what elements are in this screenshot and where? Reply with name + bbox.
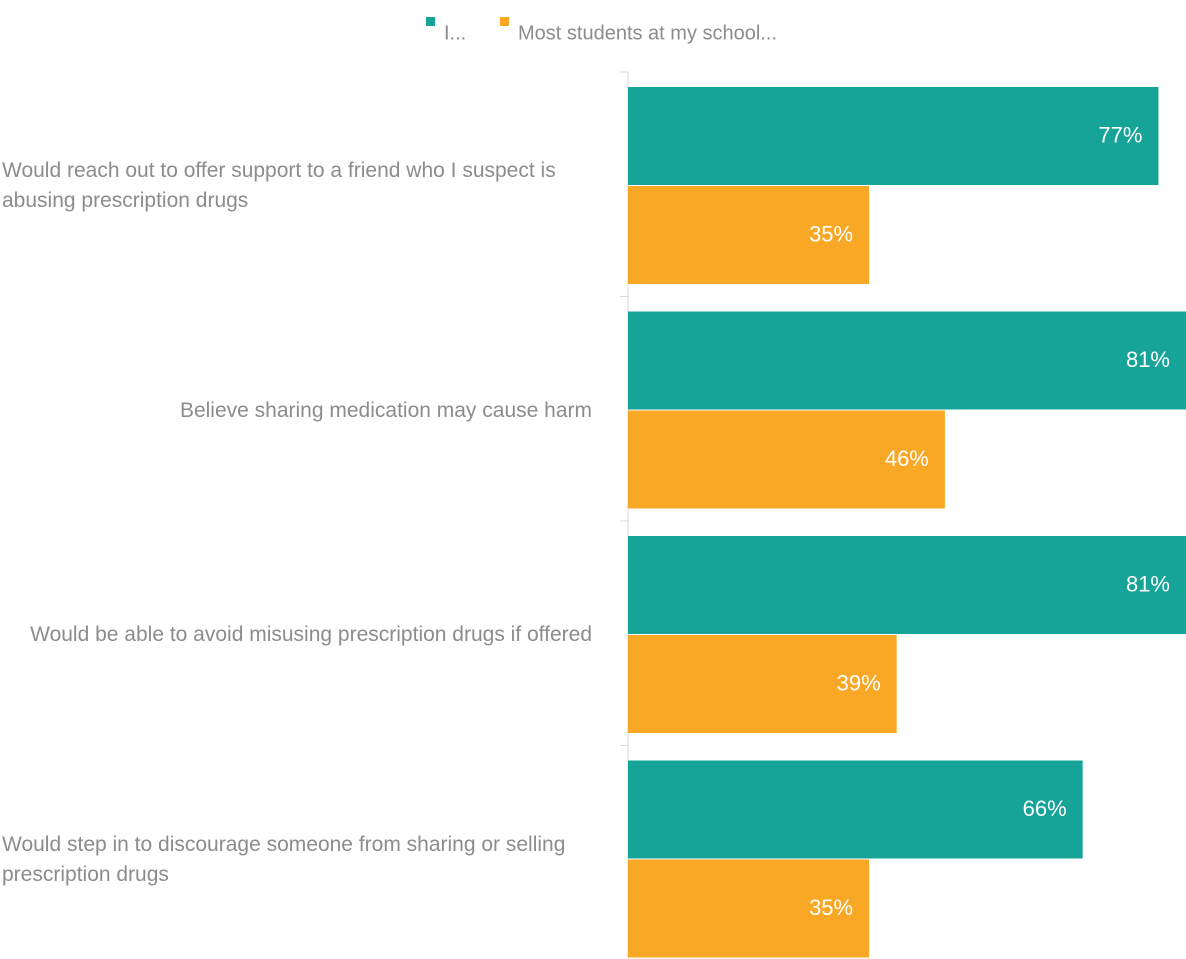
category-label: Would step in to discourage someone from… bbox=[2, 832, 566, 886]
bar bbox=[628, 87, 1159, 185]
bar bbox=[628, 311, 1186, 410]
bar bbox=[628, 536, 1186, 634]
bar bbox=[628, 760, 1083, 859]
legend-swatch bbox=[500, 17, 509, 26]
value-label: 81% bbox=[1126, 571, 1170, 596]
value-label: 35% bbox=[809, 895, 853, 920]
bar bbox=[628, 410, 945, 509]
value-label: 81% bbox=[1126, 347, 1170, 372]
value-label: 46% bbox=[885, 446, 929, 471]
legend-label: Most students at my school... bbox=[518, 22, 777, 44]
bar bbox=[628, 859, 870, 958]
value-label: 39% bbox=[837, 670, 881, 695]
category-label: Would be able to avoid misusing prescrip… bbox=[30, 623, 592, 646]
value-label: 35% bbox=[809, 221, 853, 246]
bar bbox=[628, 186, 870, 284]
legend-swatch bbox=[426, 17, 435, 26]
legend-label: I... bbox=[444, 22, 466, 44]
bar bbox=[628, 635, 897, 733]
value-label: 77% bbox=[1098, 122, 1142, 147]
category-label: Would reach out to offer support to a fr… bbox=[2, 159, 556, 212]
value-label: 66% bbox=[1023, 796, 1067, 821]
category-label: Believe sharing medication may cause har… bbox=[179, 398, 592, 422]
